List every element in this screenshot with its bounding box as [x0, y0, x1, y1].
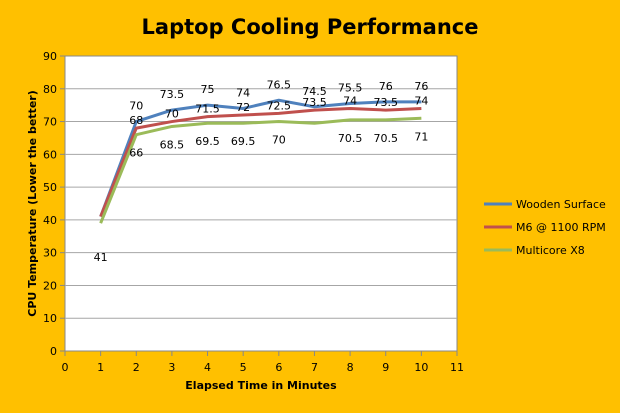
data-label: 68 — [129, 114, 143, 127]
data-label: 76 — [379, 80, 393, 93]
y-tick-label: 40 — [43, 214, 57, 227]
data-label: 73.5 — [160, 88, 185, 101]
legend: Wooden Surface M6 @ 1100 RPM Multicore X8 — [484, 198, 606, 257]
data-label: 68.5 — [160, 138, 185, 151]
data-label: 69.5 — [195, 135, 220, 148]
y-tick-label: 0 — [50, 345, 57, 358]
data-label: 71 — [414, 130, 428, 143]
data-label: 73.5 — [302, 96, 327, 109]
y-axis-ticks: 0 10 20 30 40 50 60 70 80 90 — [43, 50, 65, 358]
x-tick-label: 9 — [382, 361, 389, 374]
data-label: 70 — [272, 134, 286, 147]
data-label: 70.5 — [373, 132, 398, 145]
x-tick-label: 11 — [450, 361, 464, 374]
series-line-2 — [99, 116, 422, 224]
y-tick-label: 10 — [43, 312, 57, 325]
x-tick-label: 7 — [311, 361, 318, 374]
data-label: 76 — [414, 80, 428, 93]
x-tick-label: 5 — [240, 361, 247, 374]
x-tick-label: 0 — [62, 361, 69, 374]
gridlines — [65, 88, 457, 319]
data-label: 69.5 — [231, 135, 256, 148]
y-tick-label: 50 — [43, 181, 57, 194]
legend-label-1: M6 @ 1100 RPM — [516, 221, 606, 234]
y-tick-label: 20 — [43, 279, 57, 292]
y-tick-label: 60 — [43, 148, 57, 161]
series-lines — [99, 98, 422, 224]
data-label: 66 — [129, 147, 143, 160]
x-tick-label: 6 — [275, 361, 282, 374]
data-label: 70 — [165, 108, 179, 121]
x-tick-label: 4 — [204, 361, 211, 374]
data-label: 70 — [129, 100, 143, 113]
x-tick-label: 3 — [168, 361, 175, 374]
x-tick-label: 10 — [414, 361, 428, 374]
data-label: 74.5 — [302, 85, 327, 98]
data-label: 72 — [236, 101, 250, 114]
x-axis-ticks: 0 1 2 3 4 5 6 7 8 9 10 11 — [62, 351, 464, 374]
series-line-1 — [99, 106, 422, 218]
data-label: 76.5 — [267, 78, 292, 91]
data-label: 75.5 — [338, 82, 363, 95]
data-label: 75 — [201, 83, 215, 96]
legend-label-0: Wooden Surface — [516, 198, 606, 211]
data-label: 70.5 — [338, 132, 363, 145]
data-label: 74 — [236, 86, 250, 99]
legend-label-2: Multicore X8 — [516, 244, 585, 257]
y-axis-title: CPU Temperature (Lower the better) — [26, 90, 39, 316]
x-tick-label: 1 — [97, 361, 104, 374]
x-tick-label: 8 — [347, 361, 354, 374]
data-label: 41 — [94, 251, 108, 264]
data-label: 71.5 — [195, 103, 220, 116]
data-label: 74 — [414, 94, 428, 107]
data-label: 74 — [343, 94, 357, 107]
x-tick-label: 2 — [133, 361, 140, 374]
x-axis-title: Elapsed Time in Minutes — [185, 379, 337, 392]
series-line-0 — [99, 98, 422, 218]
data-label: 73.5 — [373, 96, 398, 109]
y-tick-label: 30 — [43, 247, 57, 260]
plot-area — [64, 55, 458, 352]
chart-title: Laptop Cooling Performance — [142, 15, 479, 39]
y-tick-label: 90 — [43, 50, 57, 63]
y-tick-label: 70 — [43, 116, 57, 129]
data-label: 72.5 — [267, 99, 292, 112]
y-tick-label: 80 — [43, 83, 57, 96]
